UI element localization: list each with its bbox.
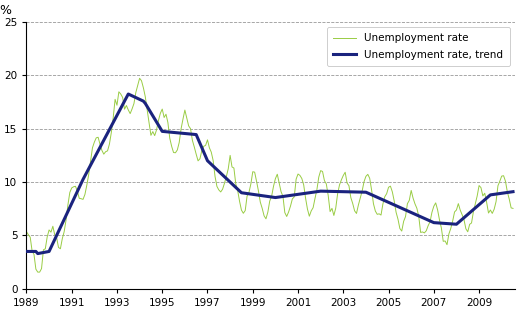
Legend: Unemployment rate, Unemployment rate, trend: Unemployment rate, Unemployment rate, tr… [327,27,510,66]
Unemployment rate [35,270,41,274]
Unemployment rate, trend [125,92,131,96]
Unemployment rate [316,175,322,179]
Unemployment rate, trend [510,190,516,193]
Text: %: % [0,4,11,17]
Unemployment rate, trend [46,250,52,253]
Unemployment rate [136,76,143,80]
Unemployment rate [293,177,299,181]
Line: Unemployment rate, trend: Unemployment rate, trend [26,94,513,254]
Unemployment rate [23,230,30,233]
Unemployment rate, trend [316,189,322,193]
Unemployment rate [510,207,516,210]
Unemployment rate [71,185,77,189]
Unemployment rate [238,208,244,212]
Unemployment rate, trend [416,214,422,218]
Unemployment rate, trend [23,250,30,253]
Unemployment rate, trend [71,197,77,201]
Unemployment rate [46,228,52,232]
Unemployment rate [416,214,422,218]
Line: Unemployment rate: Unemployment rate [26,78,513,272]
Unemployment rate, trend [293,193,299,197]
Unemployment rate, trend [35,252,41,256]
Unemployment rate, trend [238,191,244,195]
